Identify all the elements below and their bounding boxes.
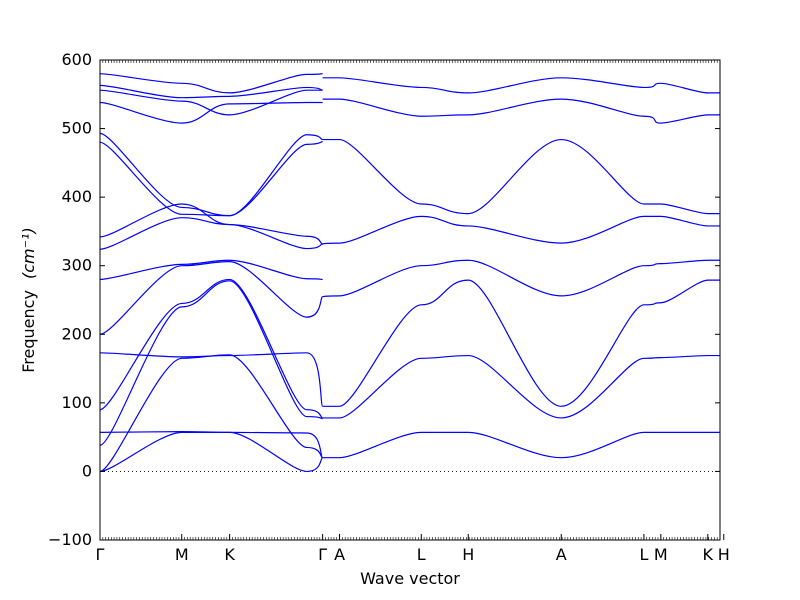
band-line-13 [100, 259, 323, 281]
x-tick-label: M [175, 545, 189, 564]
x-tick-label: A [334, 545, 345, 564]
y-tick-label: 300 [61, 256, 92, 275]
y-tick-label: −100 [48, 530, 92, 549]
x-tick-label: A [556, 545, 567, 564]
band-line-21 [100, 431, 324, 459]
band-line-22 [100, 354, 323, 473]
band-line-20 [322, 354, 720, 419]
band-line-1 [100, 73, 323, 94]
band-line-2 [100, 84, 323, 99]
band-line-23 [100, 431, 323, 473]
series-group [100, 73, 720, 473]
y-axis-label-text: Frequency [19, 290, 38, 373]
x-tick-label: K [703, 545, 714, 564]
band-line-16 [100, 352, 324, 407]
y-tick-label: 400 [61, 187, 92, 206]
y-tick-label: 100 [61, 393, 92, 412]
band-line-3 [100, 89, 323, 116]
band-line-11 [322, 138, 720, 215]
band-line-14 [100, 260, 324, 335]
x-tick-label: L [417, 545, 426, 564]
y-axis-label: Frequency (cm⁻¹) [19, 227, 38, 372]
band-line-12 [322, 215, 720, 245]
y-axis: −100 0 100 200 300 400 500 600 [48, 50, 720, 549]
y-tick-label: 500 [61, 119, 92, 138]
plot-frame [99, 59, 721, 541]
y-tick-label: 0 [82, 461, 92, 480]
x-tick-label: H [462, 545, 474, 564]
y-tick-label: 200 [61, 324, 92, 343]
band-line-17 [100, 278, 323, 419]
band-line-9 [100, 203, 323, 246]
band-line-6 [322, 98, 720, 124]
x-tick-label: K [224, 545, 235, 564]
x-tick-label: M [654, 545, 668, 564]
band-line-18 [100, 280, 323, 446]
y-tick-label: 600 [61, 50, 92, 69]
band-line-8 [100, 141, 323, 217]
x-tick-label: Γ [318, 545, 327, 564]
band-line-24 [322, 431, 720, 459]
band-line-19 [322, 279, 720, 407]
x-tick-label: H [718, 545, 730, 564]
x-axis-label: Wave vector [360, 569, 460, 588]
band-line-4 [100, 101, 323, 124]
band-line-7 [100, 132, 323, 217]
band-line-5 [322, 77, 720, 94]
band-line-15 [322, 259, 720, 298]
x-tick-label: Γ [96, 545, 105, 564]
band-line-10 [100, 217, 323, 250]
y-axis-label-unit: (cm⁻¹) [19, 227, 38, 279]
x-tick-label: L [639, 545, 648, 564]
